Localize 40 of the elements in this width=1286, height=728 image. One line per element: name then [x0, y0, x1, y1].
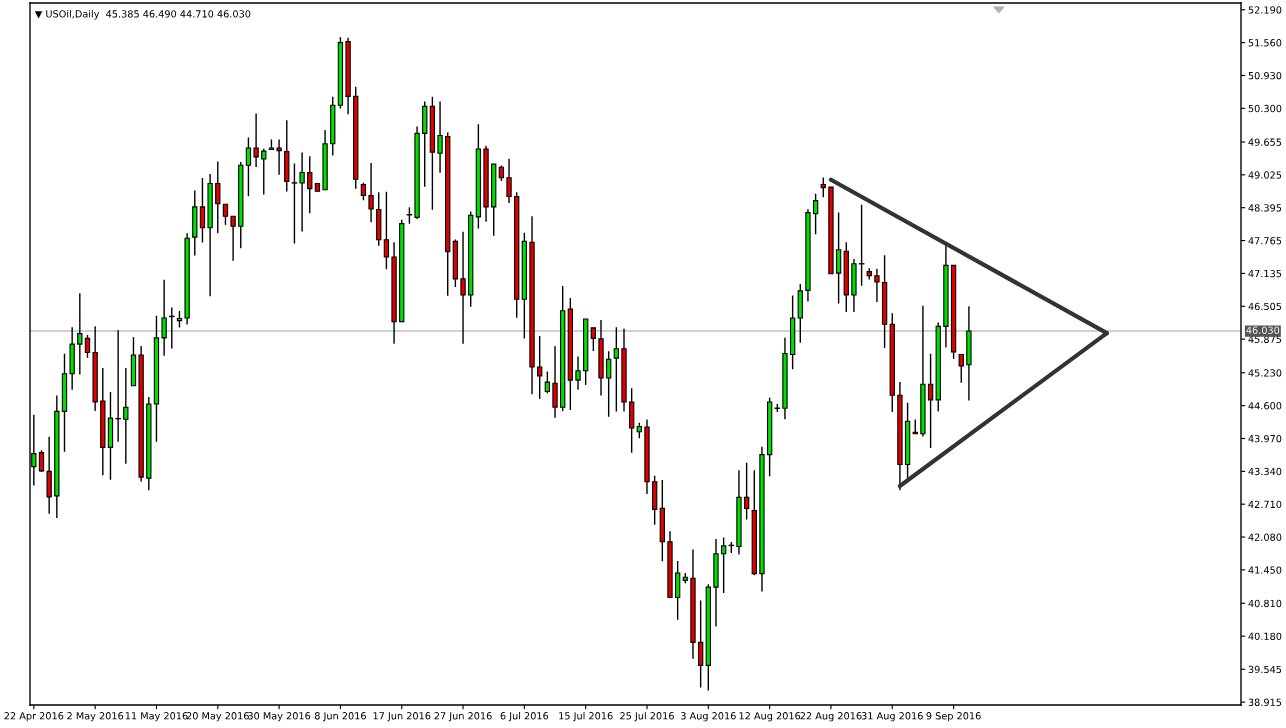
- x-tick-label: 12 Aug 2016: [739, 712, 801, 722]
- y-tick-label: 49.655: [1248, 138, 1282, 146]
- x-tick-label: 15 Jul 2016: [559, 711, 613, 722]
- y-tick-label: 46.505: [1248, 302, 1282, 311]
- y-tick-label: 42.080: [1248, 533, 1282, 541]
- y-tick-label: 42.710: [1248, 500, 1282, 509]
- y-tick-label: 41.450: [1248, 566, 1282, 574]
- x-tick-label: 31 Aug 2016: [861, 712, 923, 722]
- y-tick-label: 43.340: [1248, 467, 1282, 476]
- x-tick-label: 20 May 2016: [186, 712, 249, 722]
- y-tick-label: 40.810: [1248, 599, 1282, 608]
- x-tick-label: 22 Apr 2016: [4, 712, 64, 722]
- y-tick-label: 52.190: [1248, 6, 1282, 14]
- y-tick-label: 49.025: [1248, 171, 1282, 179]
- y-tick-label: 51.560: [1248, 39, 1282, 47]
- y-tick-label: 38.915: [1248, 698, 1282, 706]
- x-tick-label: 3 Aug 2016: [681, 712, 736, 722]
- y-tick-label: 50.930: [1248, 71, 1282, 80]
- x-tick-label: 27 Jun 2016: [434, 712, 492, 722]
- text: ▼ USOil,Daily 45.385 46.490 44.710 46.030: [34, 10, 251, 20]
- y-tick-label: 50.300: [1248, 104, 1282, 113]
- x-tick-label: 25 Jul 2016: [620, 711, 674, 722]
- y-tick-label: 39.545: [1248, 665, 1282, 674]
- y-tick-label: 47.135: [1248, 269, 1282, 278]
- x-tick-label: 8 Jun 2016: [314, 712, 366, 722]
- x-tick-label: 2 May 2016: [67, 712, 124, 722]
- x-tick-label: 22 Aug 2016: [800, 712, 862, 722]
- y-tick-label: 47.765: [1248, 237, 1282, 245]
- x-tick-label: 9 Sep 2016: [926, 712, 981, 722]
- y-tick-label: 44.600: [1248, 402, 1282, 410]
- y-tick-label: 45.230: [1248, 369, 1282, 377]
- y-tick-label: 48.395: [1248, 204, 1282, 212]
- y-tick-label: 43.970: [1248, 434, 1282, 443]
- x-tick-label: 11 May 2016: [125, 712, 188, 722]
- y-tick-label: 40.180: [1248, 632, 1282, 640]
- ref-line-label: 46.030: [1246, 326, 1280, 334]
- x-tick-label: 6 Jul 2016: [500, 711, 549, 722]
- y-tick-label: 45.875: [1248, 335, 1282, 343]
- x-tick-label: 17 Jun 2016: [373, 712, 431, 722]
- x-tick-label: 30 May 2016: [248, 712, 311, 722]
